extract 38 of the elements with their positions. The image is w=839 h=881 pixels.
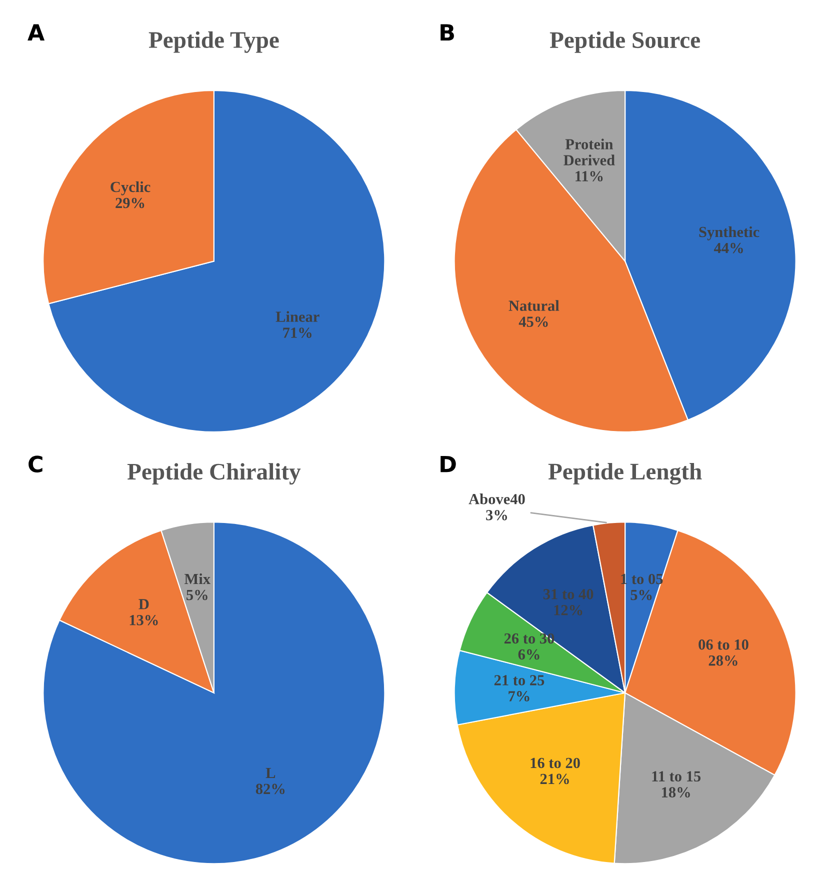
data-label: 45%	[518, 316, 548, 327]
slice-label: L	[266, 768, 276, 778]
slice-label: 16 to 20	[530, 758, 580, 768]
data-label: 7%	[508, 691, 530, 702]
text: A	[28, 24, 45, 40]
data-label: 6%	[518, 649, 540, 660]
data-label: 29%	[116, 198, 144, 208]
data-label: 71%	[283, 328, 312, 338]
slice-label: Natural	[508, 300, 560, 311]
slice-label: 11 to 15	[652, 771, 701, 782]
slice-label: Mix	[184, 573, 210, 584]
chart-title: Peptide Type	[148, 31, 279, 53]
data-label: 82%	[256, 784, 285, 794]
data-label: 13%	[130, 614, 158, 626]
slice-label: Synthetic	[699, 226, 760, 240]
data-label: 5%	[630, 590, 652, 600]
data-label: 44%	[714, 242, 743, 254]
slice-label: 31 to 40	[543, 589, 594, 600]
chart-title: Peptide Source	[550, 31, 700, 53]
data-label: 12%	[554, 604, 582, 616]
slice-label: 06 to 10	[698, 639, 748, 650]
data-label: 3%	[486, 510, 508, 520]
slice-label: Cyclic	[110, 181, 150, 196]
slice-label: Linear	[276, 311, 320, 322]
chart-title: Peptide Length	[548, 462, 702, 485]
slice-label: Protein Derived	[564, 138, 615, 166]
data-label: 5%	[186, 590, 208, 600]
chart-title: Peptide Chirality	[127, 463, 301, 485]
slice-label: 21 to 25	[494, 675, 544, 686]
slice-label: Above40	[468, 494, 525, 504]
text: D	[440, 456, 456, 472]
data-label: 18%	[662, 787, 690, 798]
slice-label: D	[138, 599, 149, 610]
text: C	[28, 456, 42, 472]
data-label: 11%	[576, 171, 603, 182]
text: B	[440, 24, 454, 40]
data-label: 21%	[540, 774, 569, 784]
data-label: 28%	[708, 655, 738, 666]
